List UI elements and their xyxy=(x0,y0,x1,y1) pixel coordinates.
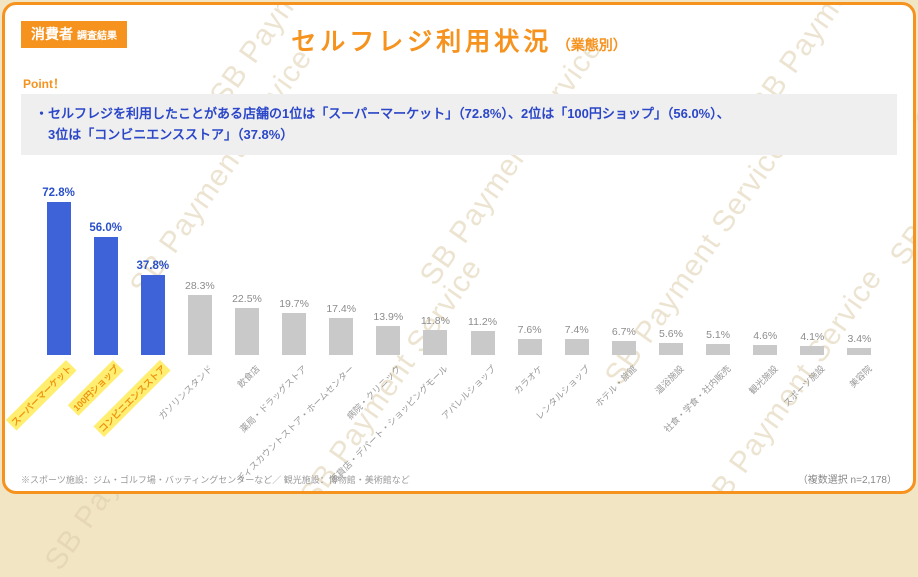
bar-value-label: 5.6% xyxy=(659,328,683,341)
bar-value-label: 4.6% xyxy=(753,330,778,343)
bar-column: 37.8% コンビニエンスストア xyxy=(93,177,176,437)
bar-value-label: 37.8% xyxy=(136,260,170,273)
bar-value-label: 7.6% xyxy=(517,323,542,336)
bar-column: 17.4% ディスカウントストア・ホームセンター xyxy=(235,177,365,484)
bar-value-label: 22.5% xyxy=(232,292,262,305)
bar xyxy=(376,325,401,355)
point-text-line1: ・セルフレジを利用したことがある店舗の1位は「スーパーマーケット」（72.8%）… xyxy=(35,106,730,121)
survey-type-badge: 消費者 調査結果 xyxy=(21,21,127,48)
bar xyxy=(93,237,118,355)
page-title: セルフレジ利用状況 （業態別） xyxy=(5,15,913,73)
footnote-definitions: ※スポーツ施設：ジム・ゴルフ場・バッティングセンターなど／ 観光施設：博物館・美… xyxy=(21,474,410,485)
bar-value-label: 28.3% xyxy=(184,280,215,293)
bar-value-label: 72.8% xyxy=(42,186,75,199)
footnote-sample-size: （複数選択 n=2,178） xyxy=(797,474,897,486)
point-summary-box: ・セルフレジを利用したことがある店舗の1位は「スーパーマーケット」（72.8%）… xyxy=(21,94,897,155)
bar-value-label: 13.9% xyxy=(373,310,404,323)
bar xyxy=(800,346,825,355)
badge-sub-label: 調査結果 xyxy=(77,31,117,42)
bar-column: 72.8% スーパーマーケット xyxy=(5,177,82,431)
bar-value-label: 7.4% xyxy=(564,324,589,337)
bar-value-label: 6.7% xyxy=(611,325,636,338)
bar xyxy=(847,347,872,355)
point-text-line2: 3位は「コンビニエンスストア」（37.8%） xyxy=(48,127,294,143)
slide-card: SB Payment Service SB Payment Service SB… xyxy=(2,2,916,494)
bar-value-label: 11.2% xyxy=(468,316,498,329)
bar xyxy=(46,201,71,355)
page-title-main: セルフレジ利用状況 xyxy=(291,28,553,56)
bar xyxy=(706,344,731,355)
bar-column: 19.7% 薬局・ドラッグストア xyxy=(238,177,318,434)
bar-plot: 72.8% スーパーマーケット 56.0% 100円ショップ 37.8% コンビニエンスス… xyxy=(5,177,883,485)
bar-value-label: 11.8% xyxy=(420,315,450,328)
bar-column: 56.0% 100円ショップ xyxy=(67,177,129,416)
header: 消費者 調査結果 セルフレジ利用状況 （業態別） xyxy=(5,15,913,69)
bar-column: 4.1% スポーツ施設 xyxy=(782,177,836,408)
bar-column: 22.5% 飲食店 xyxy=(223,177,270,390)
bar xyxy=(564,339,589,355)
bar xyxy=(234,307,259,355)
bar-column: 5.6% 温浴施設 xyxy=(647,177,694,396)
footnotes: ※スポーツ施設：ジム・ゴルフ場・バッティングセンターなど／ 観光施設：博物館・美… xyxy=(21,471,897,486)
bar xyxy=(282,313,307,355)
bar xyxy=(187,295,212,355)
bar-value-label: 5.1% xyxy=(706,329,731,342)
bar-column: 28.3% ガソリンスタンド xyxy=(157,177,223,421)
badge-main-label: 消費者 xyxy=(31,26,73,42)
bar-column: 11.2% アパレルショップ xyxy=(439,177,506,421)
bar-column: 3.4% 美容院 xyxy=(836,177,883,390)
point-label: Point！ xyxy=(23,77,65,91)
bar-column: 13.9% 病院・クリニック xyxy=(345,177,412,422)
bar-column: 11.8% 百貨店・デパート・ショッピングモール xyxy=(329,177,459,485)
slide-content: 消費者 調査結果 セルフレジ利用状況 （業態別） Point！ ・セルフレジを利… xyxy=(5,5,913,486)
bar xyxy=(423,330,448,355)
bar xyxy=(329,318,354,355)
bar xyxy=(658,343,683,355)
bar-chart: 72.8% スーパーマーケット 56.0% 100円ショップ 37.8% コンビニエンスス… xyxy=(5,177,883,485)
bar-value-label: 56.0% xyxy=(89,222,122,235)
bar xyxy=(470,331,495,355)
bar-value-label: 3.4% xyxy=(847,332,872,345)
bar-column: 5.1% 社食・学食・社内販売 xyxy=(662,177,742,434)
bar-value-label: 19.7% xyxy=(279,298,309,311)
bar xyxy=(140,275,165,355)
bar-column: 6.7% ホテル・旅館 xyxy=(593,177,647,409)
bar xyxy=(517,338,542,355)
bar xyxy=(753,345,778,355)
bar-column: 7.4% レンタルショップ xyxy=(534,177,600,421)
bar-column: 7.6% カラオケ xyxy=(506,177,553,396)
bar-value-label: 17.4% xyxy=(326,303,357,316)
bar xyxy=(611,340,636,355)
page-title-suffix: （業態別） xyxy=(556,37,627,53)
bar-column: 4.6% 観光施設 xyxy=(742,177,789,396)
bar-value-label: 4.1% xyxy=(800,331,825,344)
